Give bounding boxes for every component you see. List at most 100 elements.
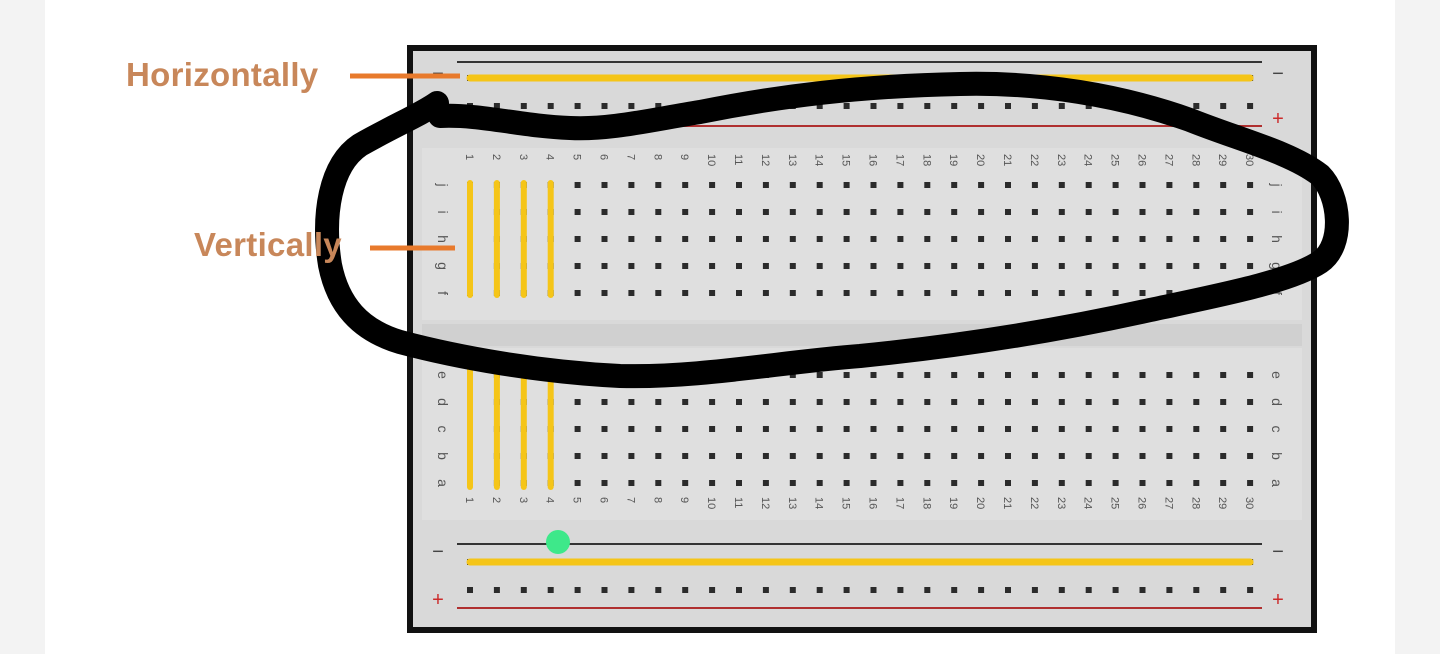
hole xyxy=(628,480,635,486)
hole xyxy=(789,263,796,269)
hole xyxy=(1139,399,1146,405)
column-numbers: 1122334455667788991010111112121313141415… xyxy=(463,154,1255,509)
column-number: 29 xyxy=(1216,497,1228,509)
column-number: 15 xyxy=(840,154,852,166)
hole xyxy=(682,453,689,459)
top-terminal-panel xyxy=(422,148,1302,320)
hole xyxy=(816,426,823,432)
hole xyxy=(709,236,716,242)
hole xyxy=(1166,290,1173,296)
hole xyxy=(1193,209,1200,215)
hole xyxy=(1193,399,1200,405)
hole xyxy=(1166,263,1173,269)
hole xyxy=(655,263,662,269)
column-number: 23 xyxy=(1055,154,1067,166)
rail-hole xyxy=(655,587,662,593)
hole xyxy=(1085,236,1092,242)
hole xyxy=(655,426,662,432)
hole xyxy=(709,453,716,459)
hole xyxy=(1220,372,1227,378)
hole xyxy=(924,426,931,432)
hole xyxy=(924,236,931,242)
hole xyxy=(1005,453,1011,459)
hole xyxy=(1058,236,1065,242)
row-letter: g xyxy=(435,262,451,270)
hole xyxy=(1247,236,1254,242)
rail-hole xyxy=(1058,587,1065,593)
hole xyxy=(628,209,635,215)
hole xyxy=(978,372,985,378)
hole xyxy=(870,480,877,486)
hole xyxy=(1166,236,1173,242)
hole xyxy=(709,426,716,432)
column-number: 20 xyxy=(974,497,986,509)
hole xyxy=(655,453,662,459)
hole xyxy=(1112,209,1119,215)
hole xyxy=(1058,209,1065,215)
hole xyxy=(951,399,958,405)
hole xyxy=(1193,182,1200,188)
hole xyxy=(574,399,581,405)
hole xyxy=(574,290,581,296)
hole xyxy=(1058,453,1065,459)
hole xyxy=(601,480,608,486)
hole xyxy=(762,480,769,486)
rail-hole xyxy=(1193,587,1200,593)
hole xyxy=(1166,182,1173,188)
hole xyxy=(1139,263,1146,269)
hole xyxy=(1058,182,1065,188)
column-number: 22 xyxy=(1028,497,1040,509)
hole xyxy=(1085,372,1092,378)
hole xyxy=(870,236,877,242)
row-letter: h xyxy=(1269,235,1285,243)
rail-hole xyxy=(628,103,635,109)
column-number: 28 xyxy=(1189,497,1201,509)
row-letter: a xyxy=(435,479,451,487)
minus-symbol: − xyxy=(432,541,444,563)
hole xyxy=(1085,263,1092,269)
hole xyxy=(1085,209,1092,215)
hole xyxy=(762,399,769,405)
hole xyxy=(1247,182,1254,188)
hole xyxy=(1193,236,1200,242)
rail-hole xyxy=(709,587,716,593)
hole xyxy=(601,426,608,432)
hole xyxy=(789,453,796,459)
hole xyxy=(978,182,985,188)
column-number: 24 xyxy=(1082,497,1094,509)
hole xyxy=(1031,372,1038,378)
row-letter: j xyxy=(1269,182,1285,186)
column-number: 13 xyxy=(786,154,798,166)
hole xyxy=(1031,426,1038,432)
hole xyxy=(789,209,796,215)
hole xyxy=(574,453,581,459)
hole xyxy=(897,236,904,242)
hole xyxy=(897,372,904,378)
rail-hole xyxy=(493,587,500,593)
hole xyxy=(870,372,877,378)
hole xyxy=(1220,480,1227,486)
hole xyxy=(843,372,850,378)
rail-hole xyxy=(924,103,931,109)
rail-hole xyxy=(1058,103,1065,109)
hole xyxy=(682,399,689,405)
rail-hole xyxy=(978,587,985,593)
column-number: 11 xyxy=(732,154,744,165)
hole xyxy=(978,426,985,432)
column-number: 19 xyxy=(947,497,959,509)
hole xyxy=(655,399,662,405)
hole xyxy=(1005,290,1011,296)
hole xyxy=(1166,480,1173,486)
hole xyxy=(736,290,742,296)
hole xyxy=(1193,453,1200,459)
plus-symbol: + xyxy=(1272,108,1284,130)
column-number: 8 xyxy=(651,497,663,503)
hole xyxy=(789,399,796,405)
hole xyxy=(897,453,904,459)
hole xyxy=(1031,399,1038,405)
hole xyxy=(789,480,796,486)
hole xyxy=(951,263,958,269)
hole xyxy=(762,209,769,215)
hole xyxy=(655,182,662,188)
hole xyxy=(1005,399,1011,405)
